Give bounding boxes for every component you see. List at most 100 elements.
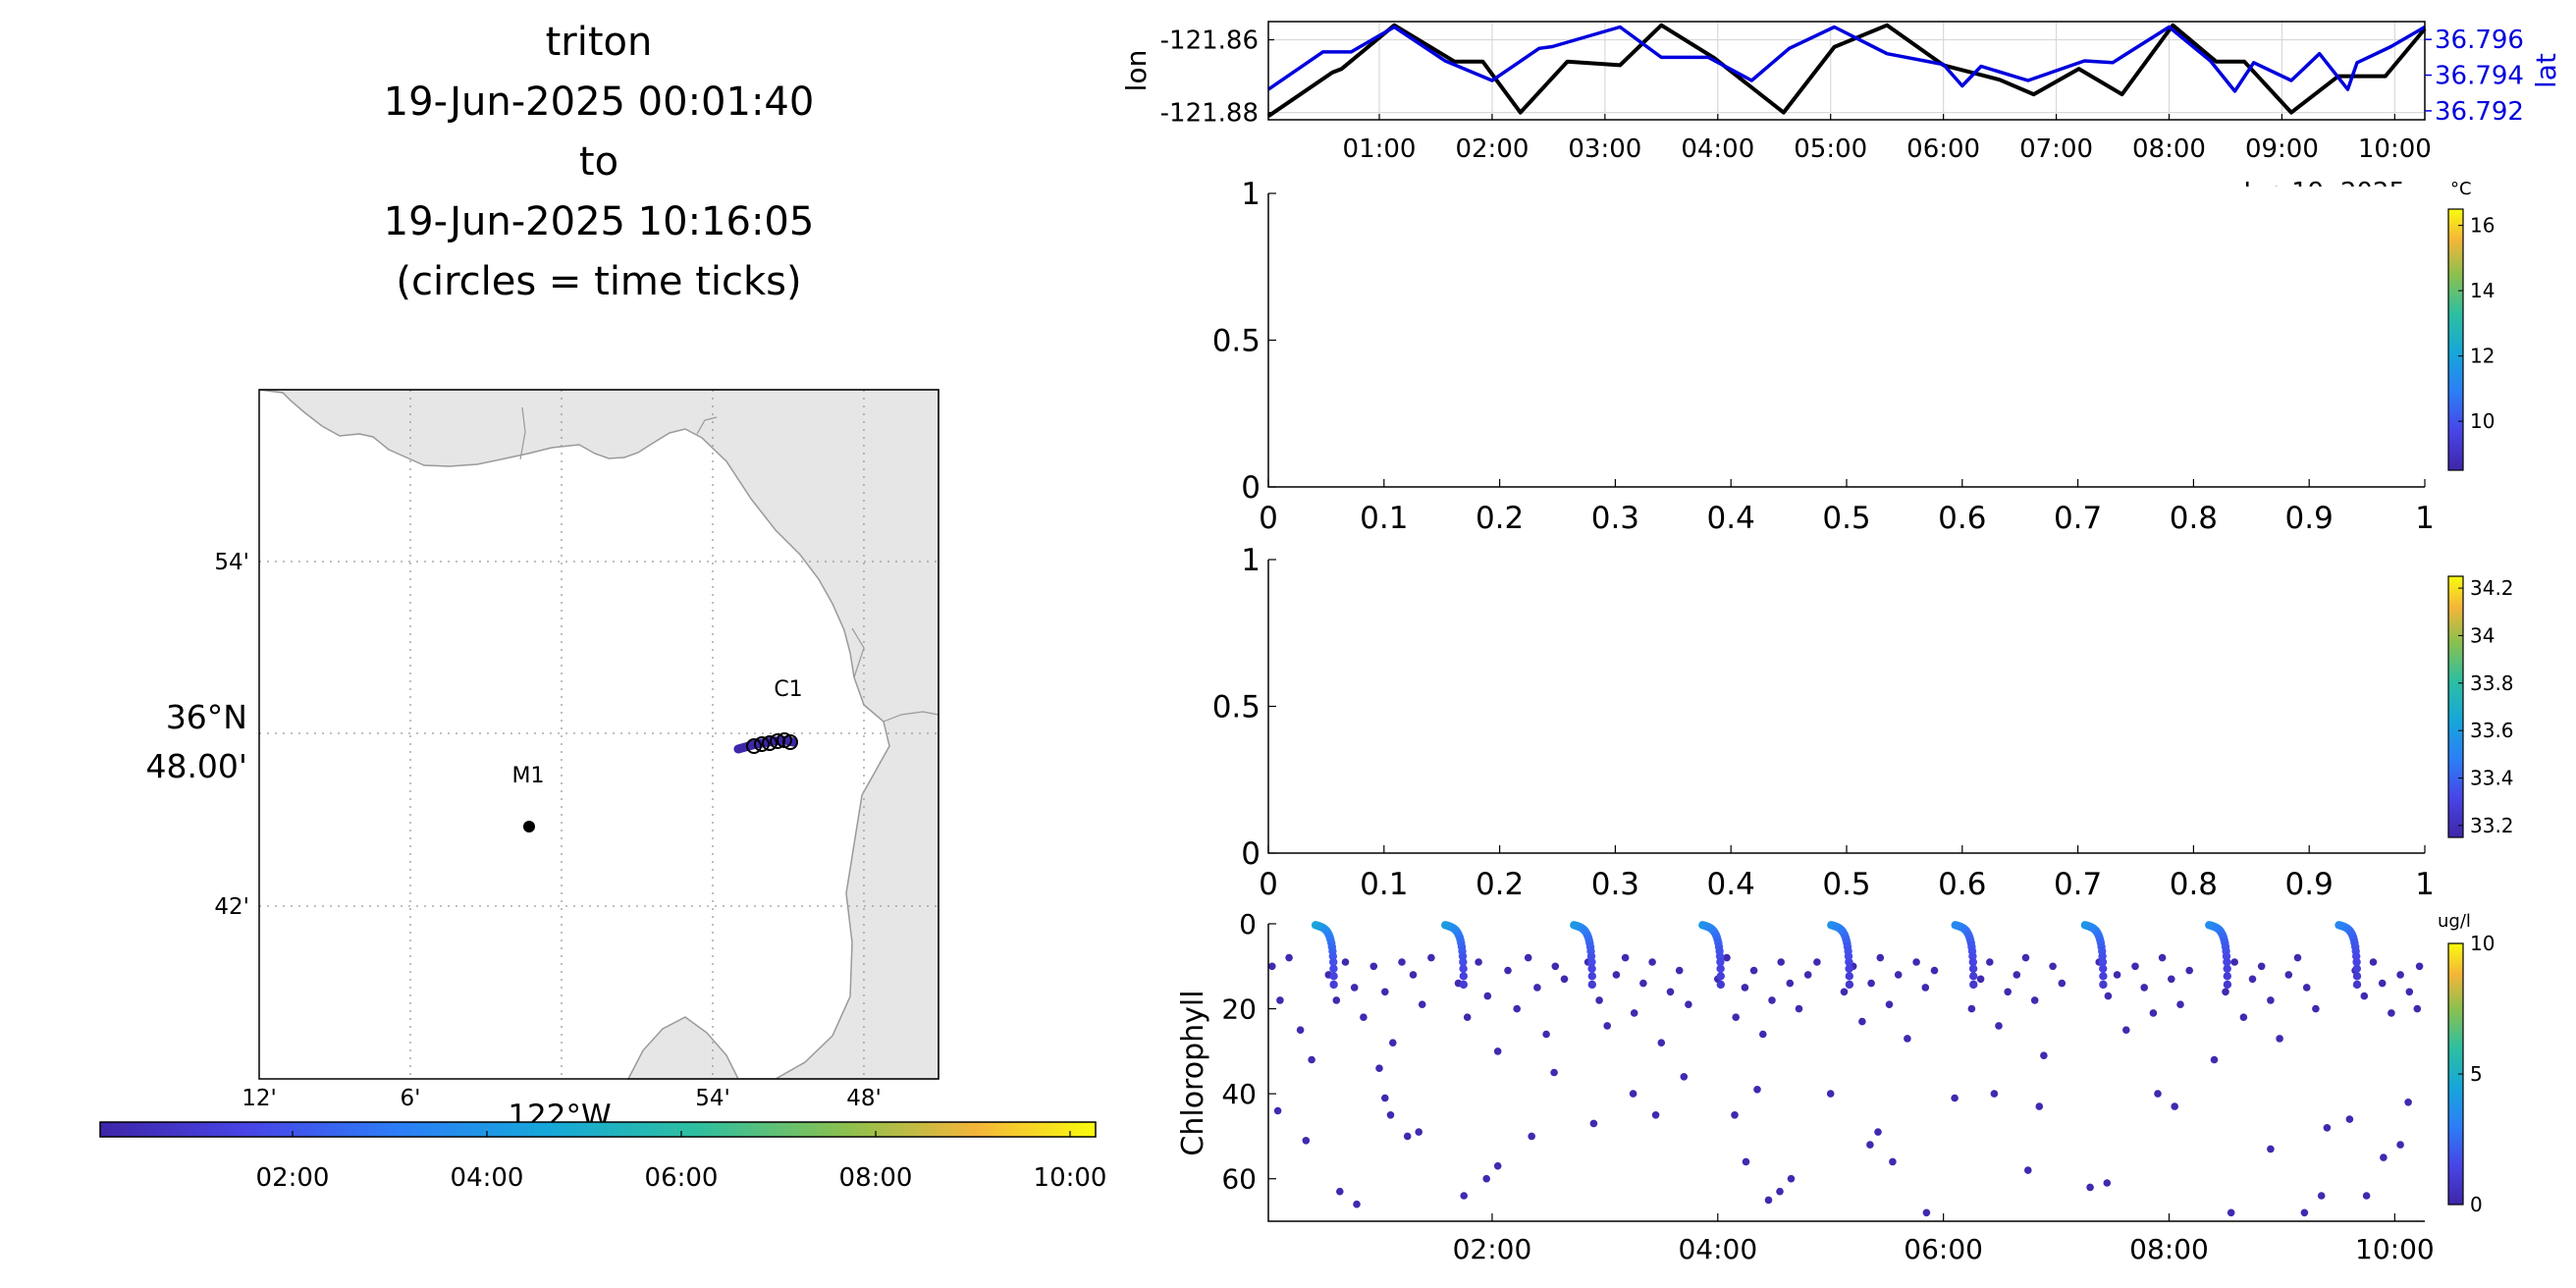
chlorophyll-profile-point: [2223, 964, 2231, 973]
station-label-m1: M1: [512, 764, 545, 788]
chlorophyll-profile-point: [1459, 964, 1468, 973]
y-tick-label: 0: [1241, 836, 1261, 872]
x-tick-label: 1: [2415, 867, 2435, 902]
chlorophyll-point: [1894, 971, 1903, 979]
chlorophyll-point: [1621, 953, 1630, 962]
chlorophyll-point: [1885, 1000, 1894, 1008]
lonlat-x-tick-label: 10:00: [2358, 134, 2432, 164]
chlorophyll-point: [2012, 971, 2021, 979]
chlorophyll-point: [2210, 1055, 2219, 1064]
chlorophyll-point: [2021, 953, 2030, 962]
chl-y-tick-label: 60: [1221, 1163, 1257, 1196]
map-gridlines: [259, 390, 939, 1079]
title-line-5: (circles = time ticks): [396, 259, 801, 304]
chlorophyll-point: [1657, 1039, 1666, 1046]
chlorophyll-profile-point: [1845, 980, 1854, 990]
x-tick-label: 0.2: [1476, 501, 1524, 536]
lonlat-y-ticks: -121.86 -121.88: [1160, 27, 1274, 129]
chlorophyll-point: [1381, 1094, 1389, 1102]
chlorophyll-profile-point: [1459, 972, 1469, 981]
map-panel: 54' 36°N 48.00' 42' 12' 6' 54' 48' 122°W…: [145, 389, 939, 1134]
chlorophyll-point: [1731, 1111, 1739, 1119]
lonlat-x-tick-label: 01:00: [1343, 134, 1417, 164]
chl-x-tick-label: 08:00: [2129, 1233, 2209, 1265]
chlorophyll-point: [2360, 992, 2369, 1000]
chlorophyll-point: [1296, 1026, 1305, 1034]
chlorophyll-point: [1475, 958, 1482, 966]
chlorophyll-point: [1398, 958, 1406, 966]
chlorophyll-point: [1723, 953, 1731, 962]
chlorophyll-profile-point: [1845, 957, 1853, 967]
time-colorbar-gradient: [99, 1121, 1097, 1138]
chlorophyll-point: [1930, 966, 1939, 975]
chlorophyll-point: [1482, 1174, 1490, 1183]
chlorophyll-point: [1542, 1030, 1550, 1039]
chlorophyll-point: [2030, 996, 2039, 1004]
chlorophyll-point: [1268, 962, 1276, 971]
chlorophyll-point: [1732, 1013, 1740, 1021]
chlorophyll-point: [1867, 979, 1875, 988]
chlorophyll-point: [1589, 1119, 1598, 1128]
chlorophyll-point: [2312, 1004, 2320, 1013]
chlorophyll-point: [2004, 988, 2012, 996]
chlorophyll-point: [2378, 979, 2387, 988]
lat-tick-48: 48.00': [145, 747, 247, 785]
chlorophyll-point: [1742, 1157, 1750, 1166]
chlorophyll-point: [1504, 966, 1512, 975]
map-river-4: [851, 627, 865, 678]
lat-tick-label: 36.796: [2435, 26, 2524, 55]
chlorophyll-point: [1680, 1073, 1689, 1081]
y-tick-label: 0.5: [1212, 324, 1261, 359]
chlorophyll-point: [2024, 1166, 2032, 1174]
chlorophyll-point: [1741, 984, 1749, 992]
chlorophyll-profile-point: [1587, 957, 1596, 967]
chl-y-tick-label: 20: [1221, 993, 1257, 1026]
temperature-cbar-tick-label: 16: [2470, 214, 2495, 238]
y-tick-label: 0.5: [1212, 690, 1261, 725]
x-tick-label: 0: [1259, 501, 1278, 536]
chlorophyll-point: [1560, 975, 1569, 984]
chlorophyll-point: [2396, 971, 2404, 979]
temperature-cbar-tick-label: 12: [2470, 345, 2495, 368]
y-tick-label: 1: [1241, 543, 1261, 578]
salinity-x-ticks: 0 0.1 0.2 0.3 0.4 0.5 0.6 0.7 0.8 0.9 1: [1259, 845, 2435, 902]
chlorophyll-point: [1528, 1132, 1535, 1141]
chlorophyll-profile-point: [2223, 972, 2231, 981]
salinity-colorbar-ticks: 34.2 34 33.8 33.6 33.4 33.2: [2458, 576, 2514, 837]
chlorophyll-point: [1276, 996, 1284, 1004]
chlorophyll-point: [1685, 1000, 1692, 1008]
chlorophyll-point: [2176, 1000, 2184, 1008]
chlorophyll-profile-point: [1459, 980, 1469, 990]
salinity-cbar-tick-label: 33.4: [2470, 767, 2514, 790]
x-tick-label: 0.3: [1591, 867, 1639, 902]
temperature-cbar-tick-label: 14: [2470, 279, 2495, 302]
chlorophyll-unit: ug/l: [2438, 911, 2471, 932]
chlorophyll-point: [2239, 1013, 2248, 1021]
chlorophyll-point: [2227, 1208, 2235, 1217]
chlorophyll-point: [2323, 1124, 2332, 1132]
salinity-cbar-tick-label: 33.8: [2470, 671, 2514, 695]
chlorophyll-panel: 02:00 04:00 06:00 08:00 10:00 0 20 40 60 Chloro…: [1176, 908, 2495, 1265]
x-tick-label: 0.1: [1360, 501, 1408, 536]
chlorophyll-point: [2388, 1009, 2395, 1017]
chlorophyll-profile-point: [1716, 980, 1726, 990]
chlorophyll-point: [2257, 962, 2266, 971]
chlorophyll-point: [1381, 988, 1389, 996]
x-tick-label: 0.4: [1707, 501, 1755, 536]
chlorophyll-profile-point: [1716, 957, 1725, 967]
chlorophyll-point: [1375, 1064, 1383, 1072]
time-cbar-tick: 02:00: [256, 1163, 330, 1193]
salinity-colorbar: [2447, 575, 2464, 838]
chlorophyll-point: [1795, 1004, 1803, 1013]
lat-tick-label: 36.794: [2435, 62, 2524, 91]
figure-title: triton 19-Jun-2025 00:01:40 to 19-Jun-20…: [384, 20, 815, 304]
chlorophyll-point: [2300, 1208, 2309, 1217]
salinity-cbar-tick-label: 34: [2470, 623, 2495, 647]
chlorophyll-point: [1524, 953, 1532, 962]
track-time-tick: [746, 738, 762, 754]
chl-x-tick-label: 04:00: [1678, 1233, 1757, 1265]
chlorophyll-point: [2222, 988, 2229, 996]
chlorophyll-point: [1753, 1086, 1761, 1094]
title-line-2: 19-Jun-2025 00:01:40: [384, 80, 815, 125]
chlorophyll-point: [1629, 1090, 1637, 1098]
